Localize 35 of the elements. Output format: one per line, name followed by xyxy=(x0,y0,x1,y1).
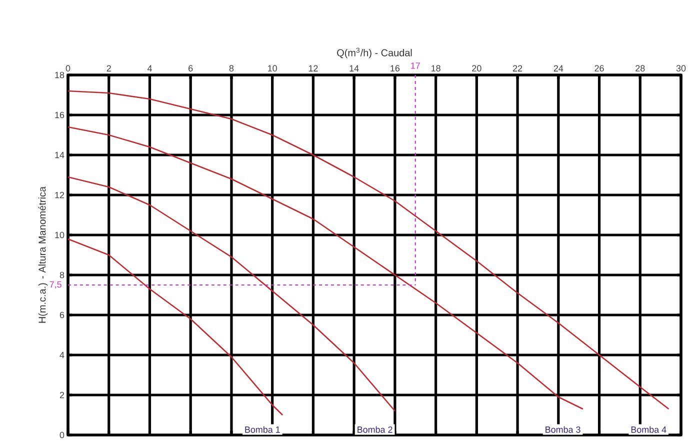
y-tick-label: 14 xyxy=(55,152,64,158)
x-tick-label: 16 xyxy=(390,65,400,72)
x-tick-label: 18 xyxy=(432,65,440,72)
x-tick-label: 8 xyxy=(229,65,234,72)
series-label: Bomba 1 xyxy=(245,426,280,433)
x-tick-label: 28 xyxy=(636,65,645,72)
x-tick-label: 4 xyxy=(147,65,152,72)
series-label: Bomba 4 xyxy=(631,426,666,433)
x-tick-label: 30 xyxy=(676,65,686,72)
ref-line-label: 7,5 xyxy=(50,281,62,289)
x-tick-label: 26 xyxy=(594,65,604,72)
x-tick-label: 14 xyxy=(350,65,359,72)
x-tick-label: 12 xyxy=(308,65,318,72)
x-tick-label: 20 xyxy=(472,65,482,72)
x-tick-label: 2 xyxy=(106,65,111,72)
line-series xyxy=(67,238,284,416)
y-tick-label: 18 xyxy=(55,72,64,78)
y-tick-label: 8 xyxy=(60,272,64,278)
y-tick-label: 12 xyxy=(55,192,64,198)
x-tick-label: 0 xyxy=(66,65,70,72)
y-tick-label: 0 xyxy=(60,432,64,438)
y-tick-label: 10 xyxy=(55,232,64,238)
x-tick-label: 10 xyxy=(268,65,277,72)
y-tick-label: 4 xyxy=(60,352,64,358)
series-label: Bomba 2 xyxy=(358,426,392,433)
ref-line-label: 17 xyxy=(411,62,420,69)
y-axis-title: H(m.c.a.) - Altura Manométrica xyxy=(38,186,48,323)
x-tick-label: 22 xyxy=(513,65,522,72)
x-tick-label: 24 xyxy=(554,65,564,72)
x-tick-label: 6 xyxy=(188,65,193,72)
y-tick-label: 16 xyxy=(55,112,64,118)
y-tick-label: 6 xyxy=(60,312,64,318)
y-tick-label: 2 xyxy=(60,392,64,398)
x-axis-title: Q(m$^{3}$/h) - Caudal xyxy=(337,48,412,58)
series-label: Bomba 3 xyxy=(546,426,580,433)
